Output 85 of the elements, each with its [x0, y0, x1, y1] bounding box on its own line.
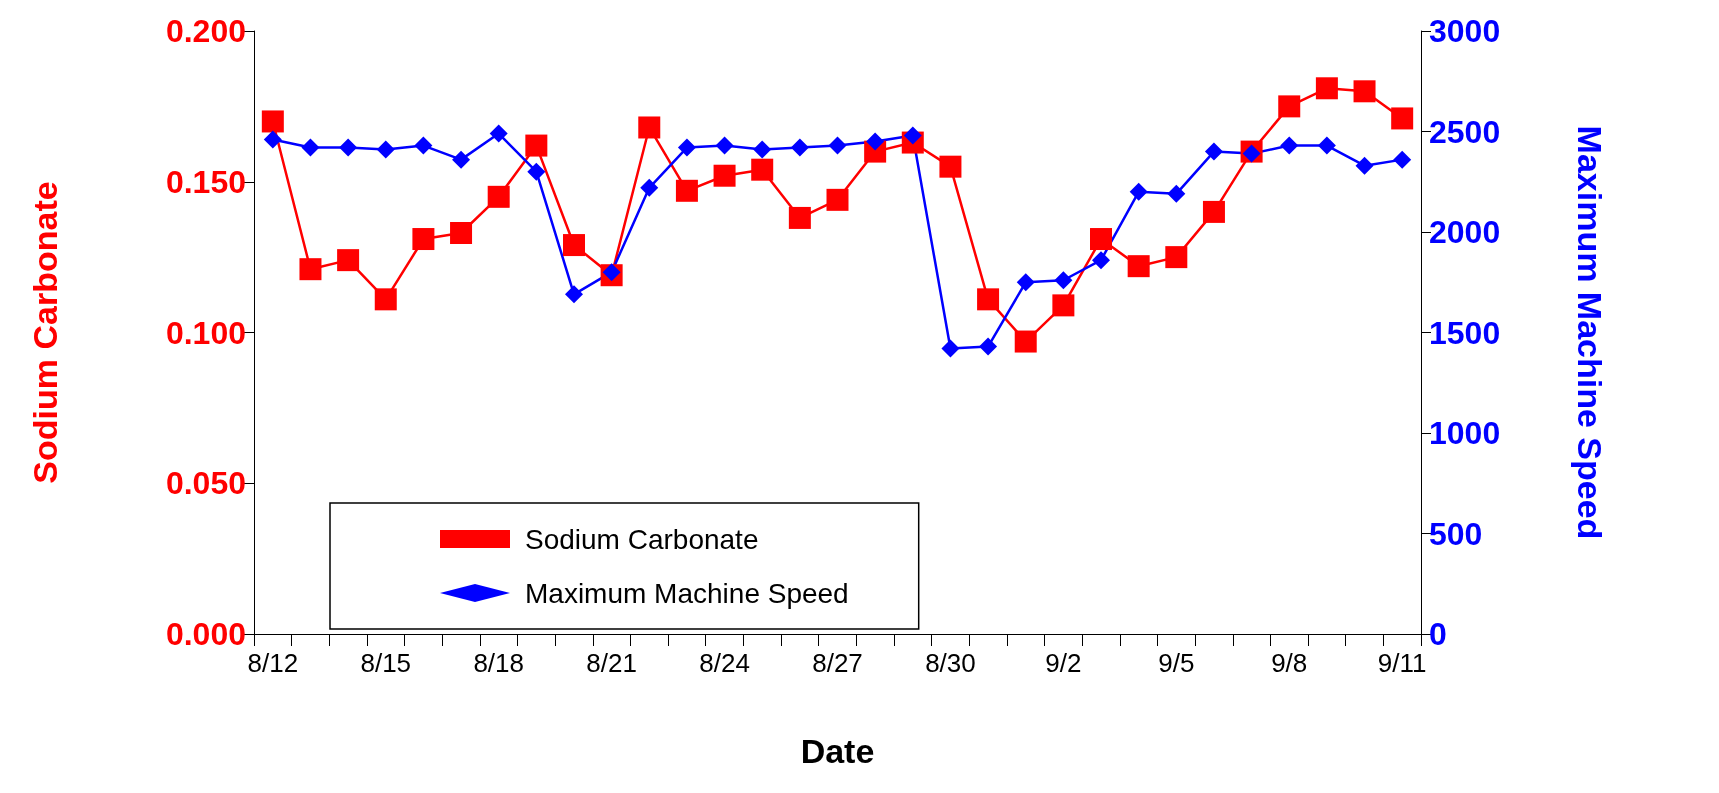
y2-tick-label: 1000	[1429, 415, 1501, 451]
point	[677, 138, 696, 157]
x-tick-label: 8/15	[360, 648, 412, 678]
y2-tick-label: 500	[1429, 515, 1483, 552]
y-tick-label: 0.050	[165, 465, 246, 502]
point	[564, 285, 583, 304]
point	[1165, 246, 1188, 269]
point	[414, 136, 433, 155]
x-tick-label: 8/12	[247, 648, 299, 678]
point	[1054, 271, 1073, 290]
point	[1202, 200, 1225, 223]
y2-tick-label: 2500	[1429, 113, 1501, 150]
point	[301, 138, 320, 157]
point	[753, 140, 772, 159]
x-tick-label: 8/30	[925, 648, 976, 678]
point	[979, 337, 998, 356]
x-tick-label: 8/24	[699, 648, 750, 678]
point	[562, 234, 585, 257]
x-tick-label: 9/8	[1271, 648, 1308, 678]
point	[638, 116, 661, 139]
point	[1016, 273, 1035, 292]
y-tick-label: 0.000	[165, 616, 246, 652]
y-tick-label: 0.100	[165, 314, 246, 351]
point	[939, 155, 962, 178]
point	[527, 162, 546, 181]
point	[1014, 330, 1037, 353]
point	[675, 179, 698, 202]
point	[977, 288, 1000, 311]
point	[374, 288, 397, 311]
point	[866, 132, 885, 151]
x-tick-label: 9/2	[1045, 648, 1082, 678]
x-axis-title: Date	[800, 732, 875, 770]
point	[602, 263, 621, 282]
point	[640, 178, 659, 197]
point	[1391, 107, 1414, 130]
point	[1090, 228, 1113, 251]
point	[941, 339, 960, 358]
y2-axis-title: Maximum Machine Speed	[1571, 125, 1609, 540]
point	[713, 164, 736, 187]
legend-label: Sodium Carbonate	[525, 523, 759, 555]
point	[1280, 136, 1299, 155]
y-tick-label: 0.150	[165, 163, 246, 200]
y2-tick-label: 3000	[1429, 13, 1501, 49]
point	[1393, 150, 1412, 169]
point	[788, 206, 811, 229]
x-tick-label: 9/11	[1377, 648, 1427, 678]
point	[489, 124, 508, 143]
point	[339, 138, 358, 157]
point	[790, 138, 809, 157]
point	[1317, 136, 1336, 155]
point	[1092, 251, 1111, 270]
point	[828, 136, 847, 155]
y-tick-label: 0.200	[165, 13, 246, 49]
point	[826, 188, 849, 211]
x-tick-label: 8/27	[812, 648, 863, 678]
point	[412, 228, 435, 251]
point	[487, 185, 510, 208]
point	[1315, 77, 1338, 100]
point	[299, 258, 322, 281]
x-tick-label: 8/18	[473, 648, 524, 678]
point	[1129, 182, 1148, 201]
point	[1355, 156, 1374, 175]
point	[261, 110, 284, 133]
point	[1204, 142, 1223, 161]
legend-label: Maximum Machine Speed	[525, 577, 849, 609]
point	[525, 134, 548, 157]
point	[1278, 95, 1301, 118]
point	[715, 136, 734, 155]
y2-tick-label: 2000	[1429, 214, 1501, 250]
point	[1052, 294, 1075, 317]
point	[376, 140, 395, 159]
point	[1127, 255, 1150, 278]
point	[263, 130, 282, 149]
point	[1353, 80, 1376, 103]
point	[1167, 184, 1186, 203]
x-tick-label: 9/5	[1158, 648, 1195, 678]
x-tick-label: 8/21	[586, 648, 637, 678]
point	[903, 126, 922, 145]
y2-tick-label: 1500	[1429, 314, 1501, 351]
point	[452, 150, 471, 169]
point	[337, 249, 360, 272]
point	[450, 222, 473, 245]
y-axis-title: Sodium Carbonate	[26, 181, 64, 484]
y2-tick-label: 0	[1429, 616, 1447, 652]
point	[751, 158, 774, 181]
